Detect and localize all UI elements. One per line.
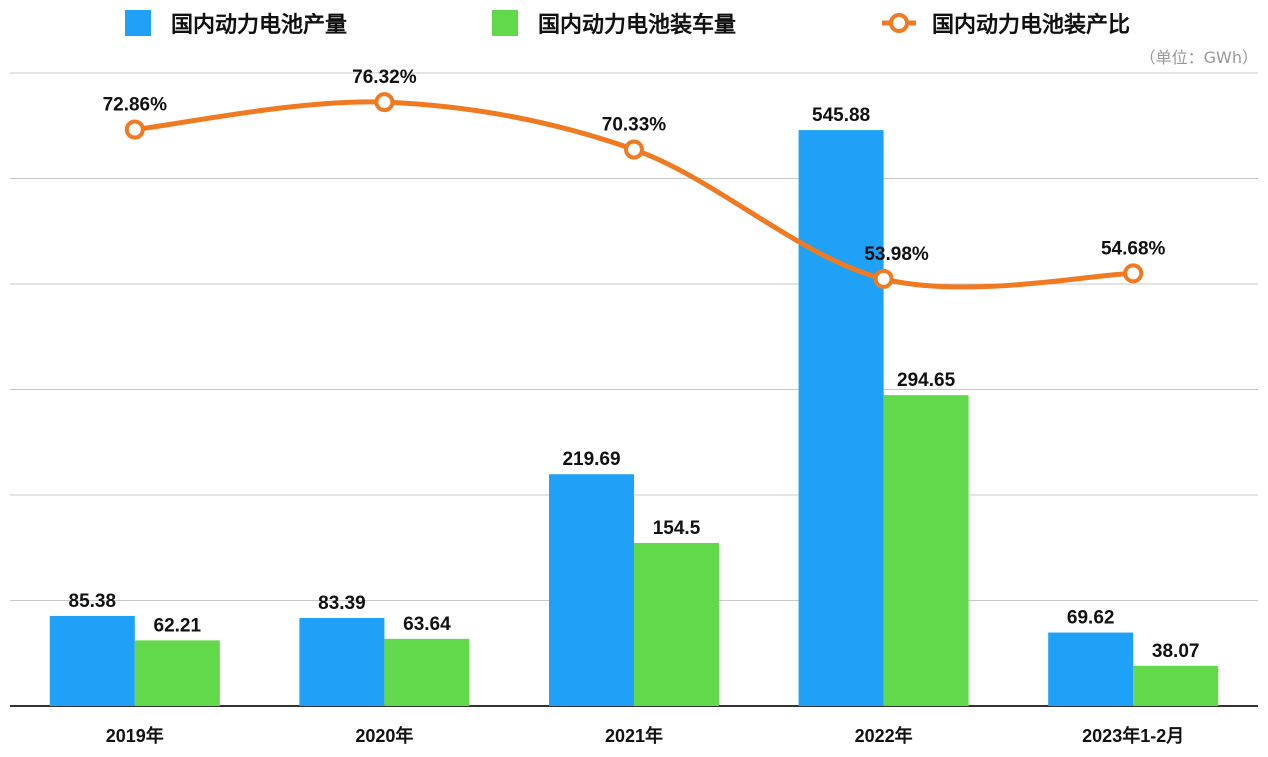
bar-1-2	[634, 543, 719, 706]
bar-label-1-3: 294.65	[897, 370, 956, 391]
ratio-label-1: 76.32%	[352, 67, 417, 88]
legend-label-0: 国内动力电池产量	[171, 13, 347, 38]
bar-label-0-3: 545.88	[812, 105, 870, 126]
ratio-label-2: 70.33%	[602, 115, 667, 136]
bar-label-0-4: 69.62	[1067, 608, 1115, 629]
bars: 85.38 83.39 219.69 545.88 69.62 62.21 63.64 154…	[49, 105, 1219, 706]
unit-label: （单位：GWh）	[1140, 48, 1258, 67]
legend: 国内动力电池产量 国内动力电池装车量 国内动力电池装产比	[125, 10, 1130, 38]
bar-label-0-2: 219.69	[562, 449, 620, 470]
bar-label-1-2: 154.5	[653, 518, 701, 539]
ratio-point-4	[1123, 263, 1144, 284]
ratio-label-0: 72.86%	[103, 94, 168, 115]
bar-label-1-0: 62.21	[154, 615, 202, 636]
bar-label-0-0: 85.38	[69, 591, 117, 612]
legend-label-1: 国内动力电池装车量	[538, 12, 736, 38]
ratio-point-1	[374, 92, 395, 113]
bar-0-3	[798, 130, 884, 706]
bar-1-1	[384, 638, 470, 706]
x-tick-label-0: 2019年	[106, 725, 164, 746]
x-tick-label-3: 2022年	[855, 725, 913, 746]
ratio-point-3	[873, 268, 894, 289]
legend-label-2: 国内动力电池装产比	[932, 13, 1130, 38]
bar-0-4	[1048, 632, 1134, 706]
bar-label-1-4: 38.07	[1152, 641, 1200, 662]
bar-1-3	[883, 395, 969, 706]
legend-swatch-0	[125, 10, 151, 36]
ratio-point-2	[624, 139, 644, 160]
x-tick-label-2: 2021年	[605, 725, 663, 746]
ratio-line: 72.86% 76.32% 70.33% 53.98% 54.68%	[103, 67, 1166, 290]
bar-0-1	[299, 618, 385, 706]
x-tick-label-1: 2020年	[355, 725, 413, 746]
bar-1-4	[1133, 665, 1219, 706]
x-tick-label-4: 2023年1-2月	[1082, 725, 1184, 746]
bar-label-0-1: 83.39	[318, 593, 366, 614]
bar-1-0	[134, 640, 220, 706]
bar-label-1-1: 63.64	[403, 614, 451, 635]
legend-marker-2	[889, 13, 909, 33]
ratio-point-0	[124, 119, 145, 140]
bar-0-0	[49, 615, 135, 706]
bar-0-2	[549, 474, 634, 706]
legend-swatch-1	[492, 10, 518, 36]
ratio-label-3: 53.98%	[864, 244, 929, 265]
ratio-label-4: 54.68%	[1101, 238, 1166, 259]
x-axis: 2019年 2020年 2021年 2022年 2023年1-2月	[106, 725, 1184, 746]
